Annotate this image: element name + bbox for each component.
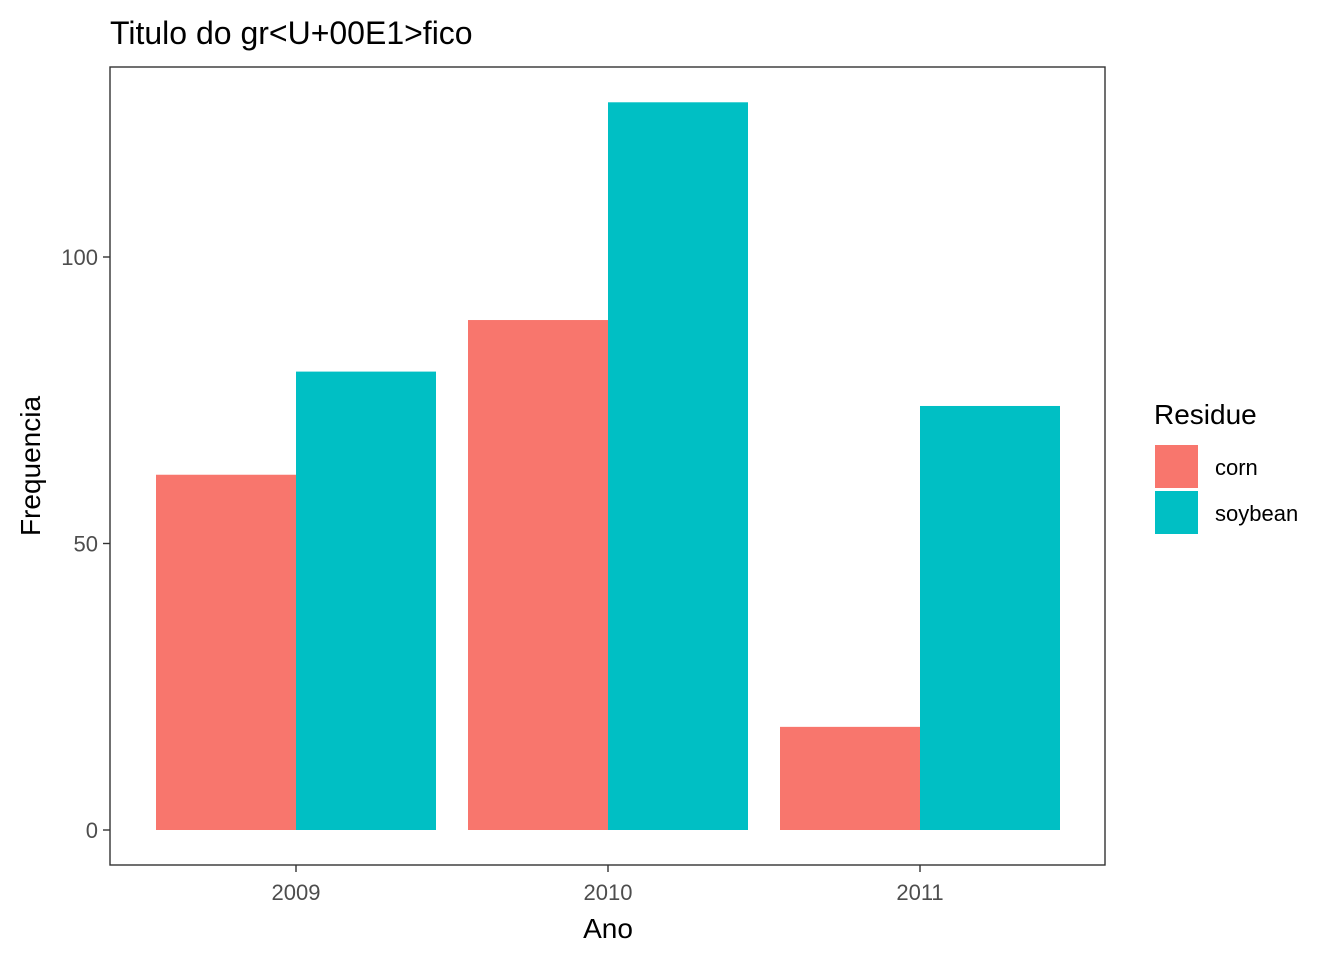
y-tick-label: 0: [86, 818, 98, 843]
y-axis-title: Frequencia: [15, 396, 46, 537]
bars-layer: [156, 102, 1060, 831]
legend-label-soybean: soybean: [1215, 501, 1298, 526]
bar-soybean-2011: [920, 405, 1060, 830]
legend-title: Residue: [1154, 399, 1257, 430]
bar-soybean-2009: [296, 371, 436, 830]
x-axis: 2009 2010 2011: [272, 865, 944, 905]
x-tick-label: 2009: [272, 880, 321, 905]
legend-items: corn soybean: [1155, 445, 1298, 534]
bar-corn-2009: [156, 474, 296, 830]
x-axis-title: Ano: [583, 913, 633, 944]
bar-corn-2011: [780, 726, 920, 830]
legend-label-corn: corn: [1215, 455, 1258, 480]
legend-key-corn: [1155, 445, 1198, 488]
y-tick-label: 50: [74, 532, 98, 557]
chart-title: Titulo do gr<U+00E1>fico: [110, 15, 473, 51]
x-tick-label: 2011: [896, 880, 943, 905]
bar-corn-2010: [468, 320, 608, 830]
bar-soybean-2010: [608, 102, 748, 831]
y-axis: 0 50 100: [61, 245, 110, 843]
legend: Residue corn soybean: [1154, 399, 1298, 534]
y-tick-label: 100: [61, 245, 98, 270]
plot-area: 0 50 100 2009 2010 2011: [61, 66, 1106, 905]
legend-key-soybean: [1155, 491, 1198, 534]
x-tick-label: 2010: [584, 880, 633, 905]
